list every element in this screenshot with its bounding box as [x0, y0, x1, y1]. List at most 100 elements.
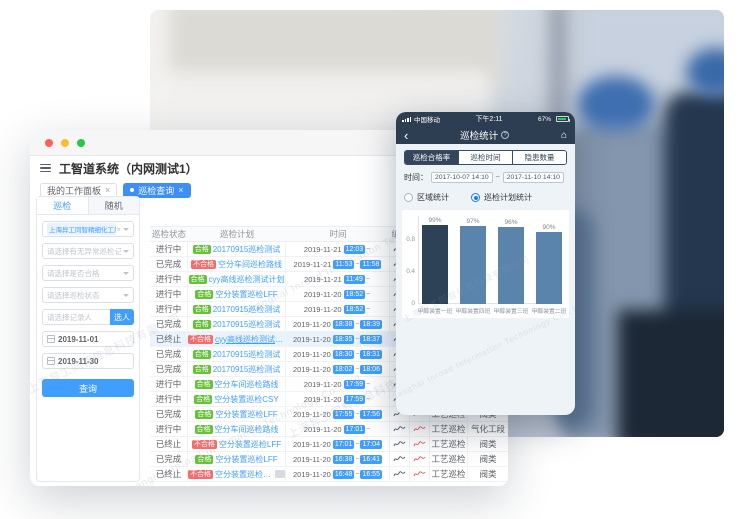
org-select[interactable]: 上海异工同智精细化工厂 ×: [42, 221, 134, 237]
date-to-input[interactable]: 2017-11-10 14:10: [502, 172, 564, 183]
plan-link[interactable]: 空分装置巡检LFF: [215, 454, 278, 464]
tilde-separator: ~: [355, 455, 360, 463]
area-cell: 阀类: [479, 439, 497, 449]
date-text: 2019-11-21: [303, 244, 342, 254]
bar-column: 99% 甲醇装置一班: [418, 217, 453, 315]
status-cell: 进行中: [150, 392, 188, 406]
bar-category-label: 甲醇装置四班: [455, 309, 491, 315]
back-icon[interactable]: ‹: [404, 127, 409, 143]
result-badge: 不合格: [191, 439, 217, 449]
table-row[interactable]: 已完成 合格 空分装置巡检LFF 2019-11-20 16:38 ~16:41 工艺巡检阀…: [150, 452, 508, 467]
background-photo: [150, 10, 724, 437]
time-cell: 2019-11-20 16:48 ~16:55: [286, 467, 390, 481]
bar-category-label: 甲醇装置二班: [531, 309, 567, 315]
end-time-chip: 17:56: [360, 409, 382, 419]
time-cell: 2019-11-20 18:35 ~18:37: [286, 332, 390, 346]
date-from-input[interactable]: 2017-10-07 14:10: [431, 172, 493, 183]
reviewer-signature: [410, 452, 430, 466]
status-cell: 已终止: [150, 332, 188, 346]
table-row[interactable]: 已终止 不合格 空分装置巡检LFF 2019-11-20 17:01 ~17:04 工艺巡检…: [150, 437, 508, 452]
bar-value-label: 99%: [428, 217, 442, 224]
result-badge: 合格: [194, 424, 213, 434]
segment-active[interactable]: 巡检合格率: [405, 151, 459, 164]
window-maximize-dot[interactable]: [77, 138, 85, 147]
start-time-chip: 16:48: [332, 469, 355, 479]
segment-item[interactable]: 隐患数量: [513, 151, 566, 164]
reviewer-signature: [410, 422, 430, 436]
date-text: 2019-11-20: [303, 424, 342, 434]
result-badge: 合格: [192, 364, 211, 374]
tab-workbench[interactable]: 我的工作面板 ×: [40, 182, 118, 198]
result-badge: 不合格: [188, 469, 213, 479]
menu-icon[interactable]: [40, 162, 51, 175]
plan-link[interactable]: 20170915巡检测试: [212, 244, 281, 254]
date-start-input[interactable]: 2019-11-01: [42, 331, 134, 347]
tilde-separator: ~: [355, 440, 360, 448]
tab-inspection-query[interactable]: 巡检查询 ×: [123, 182, 191, 198]
sidebar-tab-random[interactable]: 随机: [88, 197, 139, 214]
plan-link[interactable]: 空分装置巡检LFF: [215, 289, 278, 299]
date-text: 2019-11-20: [303, 394, 342, 404]
result-badge: 合格: [192, 349, 211, 359]
plan-link[interactable]: 20170915巡检测试: [212, 349, 281, 359]
result-badge: 合格: [188, 274, 207, 284]
table-row[interactable]: 进行中 合格 空分车间巡检路线 2019-11-20 17:01 ~ 工艺巡检 气化工段: [150, 422, 508, 437]
stat-mode-radios: 区域统计 巡检计划统计: [404, 192, 567, 203]
tilde-separator: ~: [355, 335, 360, 343]
table-row[interactable]: 已终止 不合格 空分装置巡检LFF 2019-11-20 16:48 ~16:55 工艺巡检…: [150, 467, 508, 482]
plan-cell: 合格 20170915巡检测试: [188, 362, 286, 376]
start-time-chip: 18:02: [332, 364, 355, 374]
time-cell: 2019-11-21 11:49 ~: [286, 272, 390, 286]
recorder-input[interactable]: 请选择记录人: [42, 309, 110, 325]
plan-cell: 合格 空分装置巡检LFF: [188, 407, 286, 421]
plan-link[interactable]: 20170915巡检测试: [212, 364, 281, 374]
plan-cell: 不合格 空分装置巡检LFF: [188, 437, 286, 451]
org-tag[interactable]: 上海异工同智精细化工厂: [47, 223, 117, 235]
pick-person-button[interactable]: 选人: [110, 309, 134, 325]
close-icon[interactable]: ×: [105, 185, 111, 195]
clear-icon[interactable]: ×: [116, 224, 121, 234]
sidebar-tab-inspection[interactable]: 巡检: [37, 197, 89, 214]
status-cell: 已终止: [150, 437, 188, 451]
plan-link[interactable]: 空分装置巡检LFF: [215, 469, 273, 479]
help-icon[interactable]: ?: [501, 131, 510, 139]
plan-link[interactable]: 空分车间巡检路线: [214, 424, 279, 434]
bar-value-label: 90%: [542, 224, 556, 231]
bar-column: 96% 甲醇装置三班: [494, 219, 529, 315]
time-cell: 2019-11-20 18:52 ~: [286, 287, 390, 301]
start-time-chip: 18:30: [332, 349, 355, 359]
tilde-separator: ~: [355, 350, 360, 358]
plan-link[interactable]: 空分车间巡检路线: [218, 259, 282, 269]
close-icon[interactable]: ×: [178, 185, 184, 195]
filter-select[interactable]: 请选择有无异常巡检记录: [42, 243, 134, 259]
start-time-chip: 17:59: [343, 394, 366, 404]
home-icon[interactable]: ⌂: [560, 129, 567, 141]
segment-item[interactable]: 巡检时间: [459, 151, 513, 164]
carrier-label: 中国移动: [414, 117, 440, 124]
plan-link[interactable]: 空分装置巡检LFF: [218, 439, 282, 449]
filter-select[interactable]: 请选择是否合格: [42, 265, 134, 281]
date-end-input[interactable]: 2019-11-30: [42, 353, 134, 369]
plan-link[interactable]: 空分车间巡检路线: [214, 379, 279, 389]
radio-selected[interactable]: [471, 193, 480, 202]
start-time-chip: 11:53: [333, 259, 355, 269]
bar: [498, 227, 524, 304]
worker1-helmet: [578, 76, 654, 130]
query-button[interactable]: 查询: [42, 379, 134, 397]
result-badge: 合格: [195, 289, 214, 299]
radio-unselected[interactable]: [404, 193, 413, 202]
window-close-dot[interactable]: [45, 138, 53, 147]
plan-link[interactable]: cyy高线巡检测试计划: [215, 334, 285, 344]
window-minimize-dot[interactable]: [61, 138, 69, 147]
plan-link[interactable]: 20170915巡检测试: [212, 319, 281, 329]
plan-cell: 合格 20170915巡检测试: [188, 317, 286, 331]
plan-link[interactable]: cyy高线巡检测试计划: [208, 274, 285, 284]
plan-link[interactable]: 空分装置巡检CSY: [214, 394, 279, 404]
filter-select[interactable]: 请选择巡检状态: [42, 287, 134, 303]
time-cell: 2019-11-20 18:30 ~18:31: [286, 347, 390, 361]
calendar-icon: [47, 335, 55, 343]
time-label: 时间：: [404, 173, 428, 182]
plan-link[interactable]: 空分装置巡检LFF: [215, 409, 278, 419]
plan-link[interactable]: 20170915巡检测试: [212, 304, 281, 314]
y-tick: 0.8: [406, 236, 415, 243]
